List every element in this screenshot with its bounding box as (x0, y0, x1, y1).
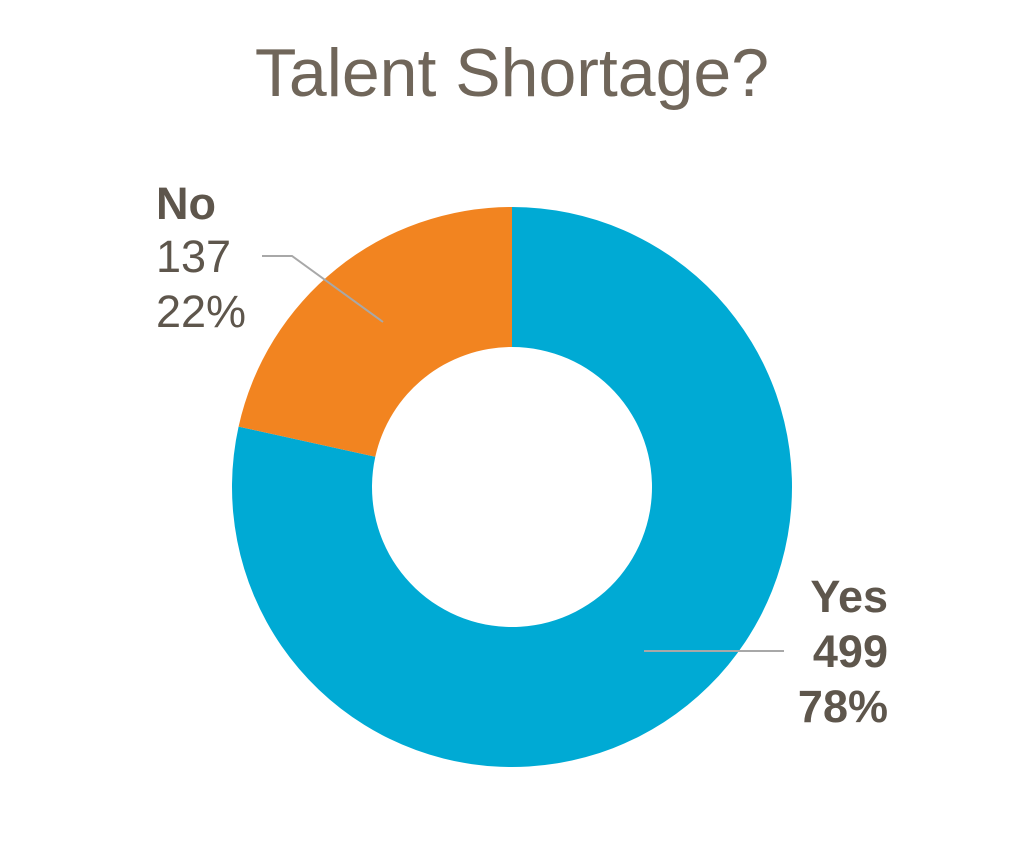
slice-value-yes: 499 (813, 626, 888, 677)
slice-no (238, 207, 512, 457)
slice-yes (231, 207, 792, 767)
slice-value-no: 137 (156, 231, 231, 282)
chart-title: Talent Shortage? (255, 35, 769, 111)
slice-percent-yes: 78% (798, 681, 888, 732)
slice-label-yes: Yes (810, 571, 888, 622)
donut-slices (231, 207, 792, 767)
slice-label-no: No (156, 178, 216, 229)
slice-percent-no: 22% (156, 286, 246, 337)
leader-line-no (262, 255, 384, 323)
